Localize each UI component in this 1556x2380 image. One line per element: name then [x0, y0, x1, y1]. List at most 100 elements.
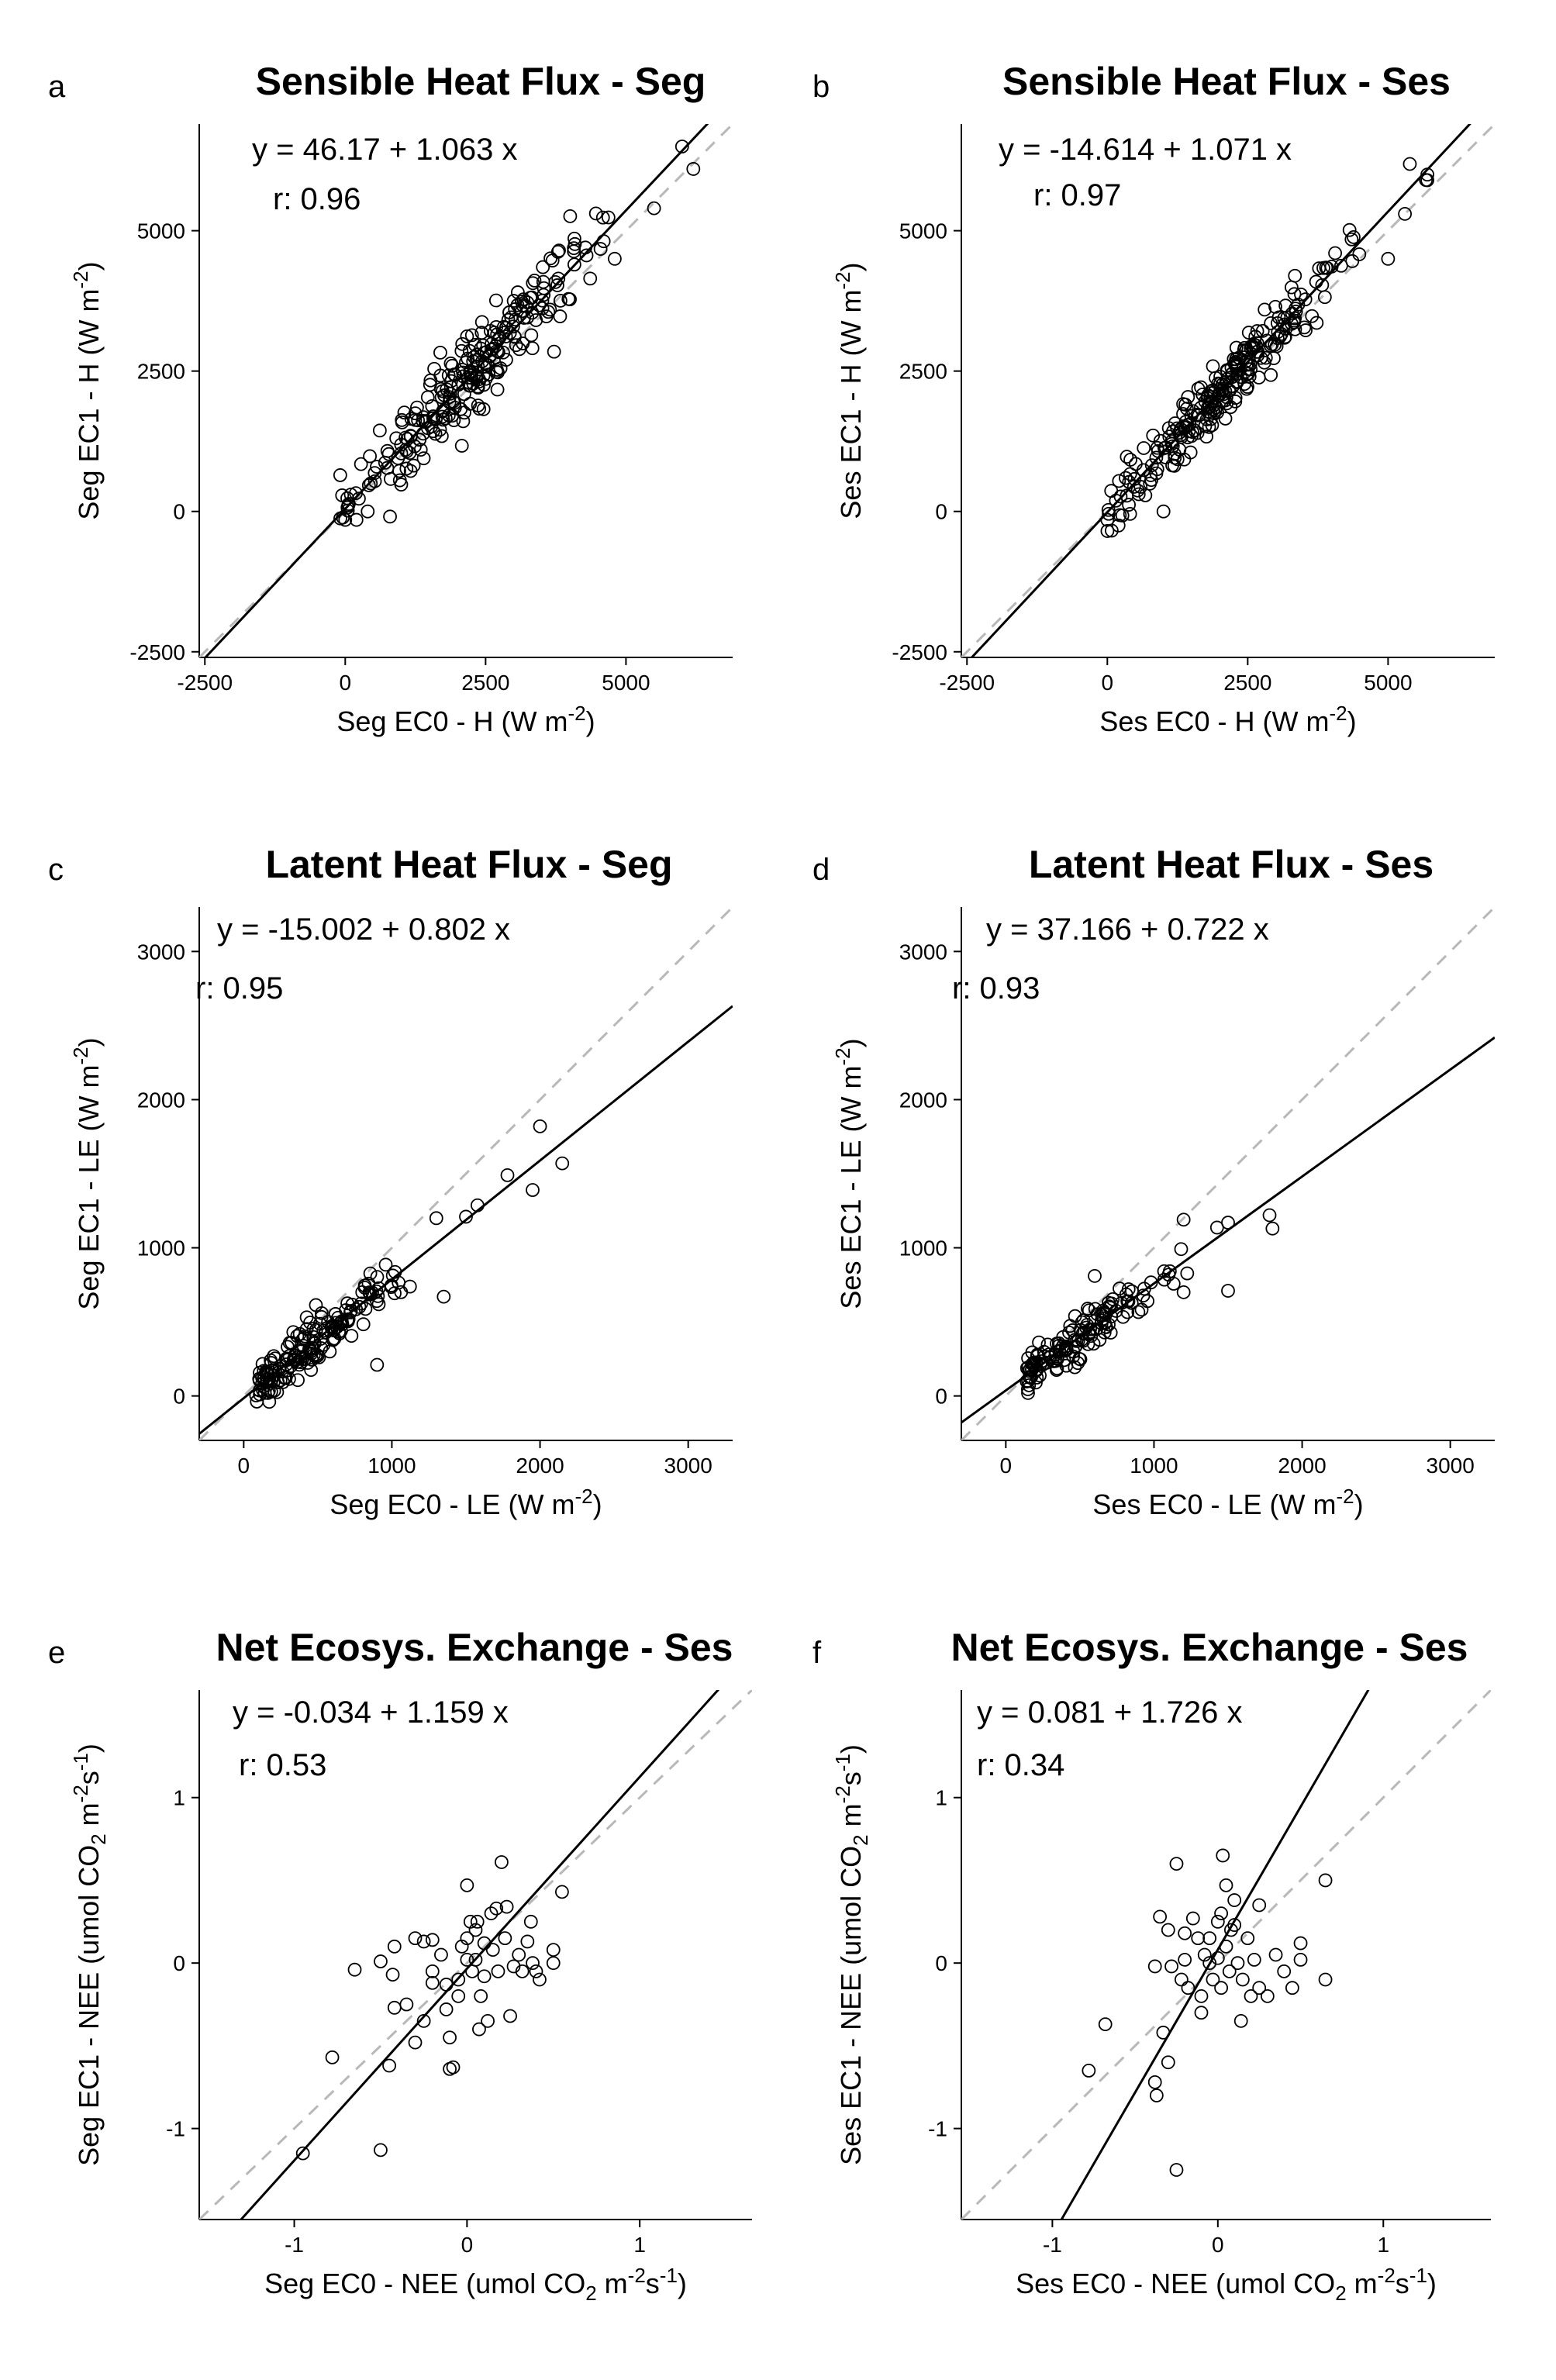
data-point [374, 2143, 388, 2158]
data-point [491, 365, 505, 380]
data-point [374, 1954, 388, 1968]
data-point [1230, 366, 1245, 381]
data-point [1319, 260, 1333, 275]
data-point [647, 201, 661, 216]
data-point [1119, 471, 1133, 485]
data-point [552, 243, 566, 258]
data-point [1206, 1972, 1220, 1987]
data-point [579, 248, 594, 263]
y-tick-label: 2500 [137, 360, 185, 384]
data-point [423, 378, 437, 392]
data-point [1102, 506, 1116, 521]
x-tick-label: 3000 [1427, 1454, 1475, 1478]
data-point [402, 446, 417, 460]
data-point [474, 1989, 488, 2003]
data-point [555, 1885, 569, 1899]
data-point [433, 345, 447, 360]
data-point [364, 476, 378, 491]
data-point [1098, 2017, 1113, 2032]
data-point [454, 402, 468, 416]
data-point [451, 1972, 466, 1987]
regression-equation: y = 37.166 + 0.722 x [986, 912, 1269, 947]
data-point [1101, 502, 1116, 517]
data-point [495, 1855, 509, 1869]
data-point [502, 305, 516, 319]
data-point [555, 1156, 570, 1171]
x-tick-label: -2500 [939, 671, 995, 695]
panel-b: -2500 0 2500 5000 -2500 0 2500 5000 b Sensible He… [813, 60, 1495, 737]
y-tick-label: 3000 [899, 940, 947, 964]
data-point [371, 1297, 386, 1312]
y-axis-label: Seg EC1 - NEE (umol CO2 m-2s-1) [69, 1744, 110, 2166]
data-point [1228, 358, 1243, 372]
y-tick-label: 2000 [137, 1088, 185, 1112]
data-point [1180, 1266, 1195, 1281]
data-point [483, 324, 498, 338]
data-point [1100, 524, 1115, 538]
data-point [1298, 292, 1313, 307]
data-point [1244, 362, 1258, 377]
data-point [1126, 480, 1141, 494]
x-tick-label: 0 [340, 671, 352, 695]
y-tick-label: 0 [173, 1385, 185, 1409]
regression-line [199, 1005, 733, 1435]
data-point [686, 162, 701, 176]
data-point [425, 1964, 440, 1978]
data-point [429, 1211, 443, 1226]
data-point [395, 412, 409, 427]
data-point [553, 293, 568, 308]
data-point [548, 274, 563, 289]
x-tick-label: 0 [1102, 671, 1114, 695]
data-point [1240, 1931, 1255, 1946]
data-point [468, 1953, 483, 1967]
data-point [361, 478, 376, 492]
data-point [1178, 1926, 1192, 1940]
data-point [551, 271, 566, 286]
regression-line [239, 1690, 720, 2220]
data-point [1278, 329, 1292, 344]
data-point [445, 358, 460, 373]
data-point [457, 405, 471, 420]
data-point [309, 1347, 324, 1362]
data-point [674, 140, 689, 153]
panel-letter: d [813, 853, 830, 887]
x-tick-label: 5000 [1364, 671, 1412, 695]
data-point [488, 339, 503, 354]
data-point [1202, 400, 1216, 414]
y-tick-label: 1000 [137, 1237, 185, 1261]
data-point [484, 343, 499, 357]
data-point [545, 254, 560, 267]
data-point [389, 431, 404, 446]
data-point [526, 1183, 540, 1197]
y-tick-label: 5000 [899, 219, 947, 243]
data-point [1174, 1972, 1189, 1987]
y-tick-label: 1000 [899, 1237, 947, 1261]
data-point [1102, 1317, 1116, 1332]
y-tick-label: 0 [935, 500, 947, 524]
data-point [295, 2146, 310, 2161]
data-point [1021, 1385, 1035, 1400]
data-point [363, 449, 378, 464]
data-point [388, 1286, 402, 1301]
correlation-text: r: 0.96 [273, 182, 361, 216]
data-point [1025, 1345, 1040, 1360]
data-point [484, 1906, 499, 1921]
data-point [1228, 394, 1243, 409]
identity-line [199, 907, 733, 1440]
identity-line [961, 907, 1495, 1440]
data-point [1176, 1212, 1191, 1227]
data-point [1209, 371, 1223, 385]
data-point [1230, 375, 1244, 390]
panel-letter: e [48, 1636, 65, 1670]
data-point [416, 2013, 431, 2028]
data-point [435, 409, 450, 424]
y-tick-label: 2000 [899, 1088, 947, 1112]
x-tick-label: -1 [285, 2233, 304, 2257]
data-point [1022, 1378, 1037, 1392]
x-tick-label: 1000 [1130, 1454, 1178, 1478]
data-point [1147, 2075, 1162, 2089]
data-point [370, 460, 384, 474]
data-point [333, 468, 347, 482]
data-point [1287, 315, 1301, 329]
data-point [440, 382, 454, 397]
